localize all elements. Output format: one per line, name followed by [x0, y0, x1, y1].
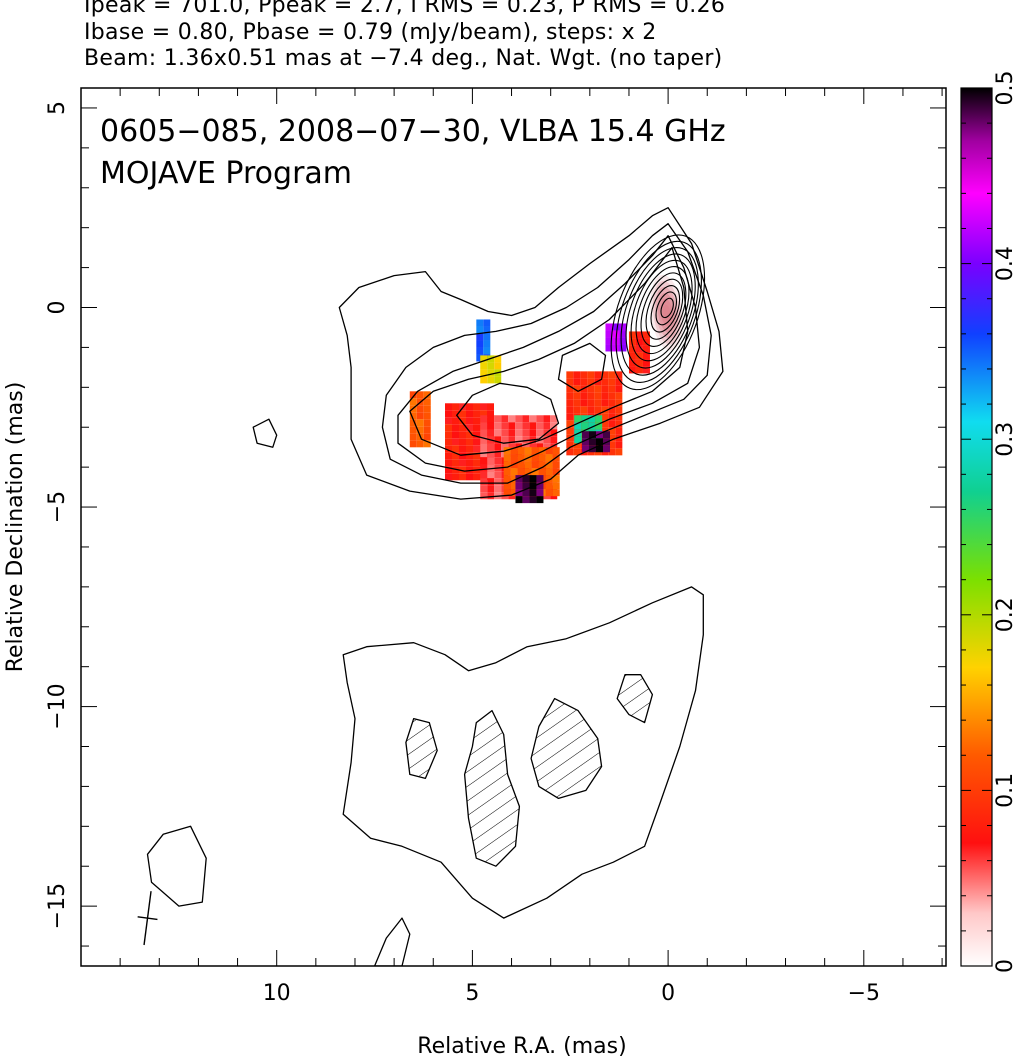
- plot-area: [137, 207, 724, 966]
- cbar-tick-label: 0.5: [993, 71, 1018, 106]
- lower-contour-4: [616, 674, 654, 724]
- pol-patch-10: [628, 331, 650, 374]
- program-label: MOJAVE Program: [100, 156, 352, 191]
- lower-contour-3: [405, 717, 438, 780]
- header-line-3: Beam: 1.36x0.51 mas at −7.4 deg., Nat. W…: [84, 46, 723, 71]
- x-tick-label: 10: [263, 981, 291, 1006]
- lower-contour-6: [373, 917, 411, 966]
- header-line-1: Ipeak = 701.0, Ppeak = 2.7, I RMS = 0.23…: [84, 0, 726, 18]
- core-contour-9: [655, 291, 678, 326]
- pol-patch-4: [476, 319, 491, 362]
- pol-patch-8: [581, 431, 610, 453]
- upper-contour-6: [252, 418, 278, 448]
- plot-frame: [80, 87, 947, 967]
- beam-minor-axis: [137, 916, 158, 921]
- core-contour-1: [615, 240, 702, 383]
- source-title: 0605−085, 2008−07−30, VLBA 15.4 GHz: [100, 114, 726, 149]
- cbar-tick-label: 0.2: [993, 597, 1018, 632]
- core-contour-10: [660, 297, 674, 319]
- colorbar-axis: 0 0.1 0.2 0.3 0.4 0.5: [961, 71, 1018, 973]
- upper-contour-1: [381, 223, 712, 484]
- cbar-tick-label: 0.1: [993, 773, 1018, 808]
- axes: 10 5 0 −5 5 0 −5 −10 −15: [45, 88, 946, 1006]
- core-contour-7: [645, 278, 684, 340]
- upper-contour-3: [409, 246, 689, 456]
- pol-patch-5: [480, 355, 502, 384]
- upper-contour-0: [338, 207, 724, 500]
- y-tick-label: −5: [45, 491, 70, 523]
- cbar-tick-label: 0.4: [993, 246, 1018, 281]
- core-contour-3: [625, 253, 696, 369]
- lower-contour-2: [530, 697, 603, 800]
- core-contour-0: [610, 234, 706, 391]
- cbar-tick-label: 0.3: [993, 422, 1018, 457]
- y-tick-label: −15: [45, 883, 70, 929]
- core-contour-6: [640, 272, 687, 347]
- core-shade-5: [663, 304, 671, 321]
- lower-contour-0: [342, 586, 704, 919]
- pol-patch-11: [515, 475, 544, 504]
- core-contour-8: [650, 285, 681, 333]
- y-tick-label: 5: [45, 101, 70, 115]
- x-tick-label: −5: [848, 981, 880, 1006]
- header-line-2: Ibase = 0.80, Pbase = 0.79 (mJy/beam), s…: [84, 20, 657, 45]
- lower-contour-5: [146, 825, 207, 907]
- y-tick-label: 0: [45, 301, 70, 315]
- x-axis-label: Relative R.A. (mas): [417, 1034, 626, 1059]
- upper-contour-2: [397, 235, 701, 472]
- colorbar: [960, 87, 993, 967]
- x-tick-label: 0: [661, 981, 675, 1006]
- upper-contour-5: [557, 342, 607, 392]
- x-tick-label: 5: [465, 981, 479, 1006]
- y-axis-label: Relative Declination (mas): [3, 382, 28, 673]
- lower-contour-1: [463, 709, 521, 867]
- upper-contour-4: [456, 382, 560, 444]
- y-tick-label: −10: [45, 683, 70, 729]
- cbar-tick-label: 0: [993, 959, 1018, 973]
